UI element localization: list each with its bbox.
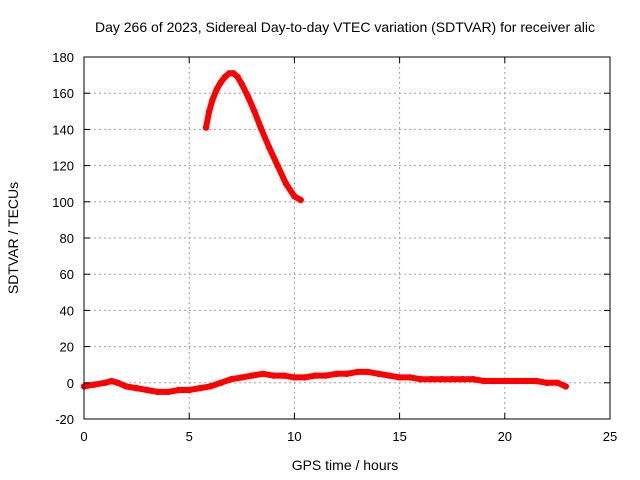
data-point [312, 372, 319, 379]
chart-title: Day 266 of 2023, Sidereal Day-to-day VTE… [95, 19, 595, 35]
data-point [186, 386, 193, 394]
y-tick-label: 100 [52, 195, 74, 210]
data-point [406, 374, 414, 381]
data-point [202, 124, 210, 131]
data-point [291, 374, 298, 381]
data-point [209, 97, 216, 104]
data-point [108, 377, 115, 385]
data-point [230, 70, 237, 77]
x-axis-label: GPS time / hours [292, 457, 399, 473]
y-tick-label: 40 [60, 303, 74, 318]
data-point [143, 386, 151, 394]
series-layer [80, 70, 569, 396]
data-point [154, 388, 161, 396]
data-point [257, 124, 264, 131]
y-tick-label: 60 [60, 267, 74, 282]
data-point [217, 379, 224, 386]
data-point [449, 376, 456, 383]
data-point [385, 372, 393, 379]
data-point [322, 372, 330, 379]
data-point [238, 374, 245, 381]
data-point [291, 193, 298, 200]
data-point [333, 370, 340, 377]
data-point [207, 383, 214, 390]
data-point [221, 73, 229, 81]
data-point [133, 385, 140, 392]
grid-lines [84, 57, 610, 419]
data-point [522, 377, 529, 385]
data-point [470, 376, 477, 383]
x-tick-label: 15 [392, 429, 406, 444]
data-point [266, 144, 273, 151]
data-point [459, 376, 466, 383]
data-point [217, 79, 224, 86]
data-point [238, 80, 245, 88]
y-tick-label: 140 [52, 122, 74, 137]
data-point [228, 376, 235, 383]
y-tick-label: 120 [52, 159, 74, 174]
data-point [249, 372, 256, 379]
data-point [234, 73, 241, 81]
tick-labels: 0 5 10 15 20 25 -20 0 20 40 60 80 100 120 140 160 180 [52, 50, 617, 444]
data-point [91, 381, 98, 388]
data-point [417, 376, 424, 383]
data-point [533, 377, 540, 385]
data-point [354, 368, 361, 376]
data-point [274, 162, 281, 169]
x-tick-label: 5 [186, 429, 193, 444]
data-point [270, 372, 277, 379]
data-point [438, 376, 445, 383]
x-tick-label: 0 [80, 429, 87, 444]
data-point [206, 108, 213, 115]
x-tick-label: 10 [287, 429, 301, 444]
data-point [251, 108, 258, 115]
data-point [301, 374, 309, 381]
data-point [297, 196, 304, 204]
data-point [480, 377, 487, 385]
y-axis-label: SDTVAR / TECUs [5, 182, 21, 294]
data-point [244, 93, 252, 101]
y-tick-label: 0 [67, 376, 74, 391]
tick-marks [83, 56, 611, 420]
data-point [114, 379, 121, 386]
data-point [554, 379, 561, 386]
data-point [213, 86, 220, 93]
data-point [396, 374, 403, 381]
data-point [491, 377, 498, 385]
y-tick-label: 160 [52, 86, 74, 101]
plot-frame [83, 56, 611, 420]
data-point [280, 372, 288, 379]
y-tick-label: 80 [60, 231, 74, 246]
y-tick-label: -20 [55, 412, 74, 427]
data-point [543, 379, 551, 386]
data-point [364, 368, 372, 376]
data-point [259, 370, 266, 377]
data-point [375, 370, 382, 377]
data-point [343, 370, 351, 377]
data-point [196, 385, 203, 392]
y-tick-label: 20 [60, 340, 74, 355]
data-point [428, 376, 435, 383]
data-point [282, 180, 290, 187]
y-tick-label: 180 [52, 50, 74, 65]
data-point [122, 383, 130, 390]
data-point [165, 388, 172, 396]
data-point [101, 379, 109, 386]
data-point [562, 383, 569, 390]
x-tick-label: 25 [603, 429, 617, 444]
data-point [175, 386, 182, 394]
x-tick-label: 20 [498, 429, 512, 444]
data-point [501, 377, 508, 385]
data-point [512, 377, 519, 385]
